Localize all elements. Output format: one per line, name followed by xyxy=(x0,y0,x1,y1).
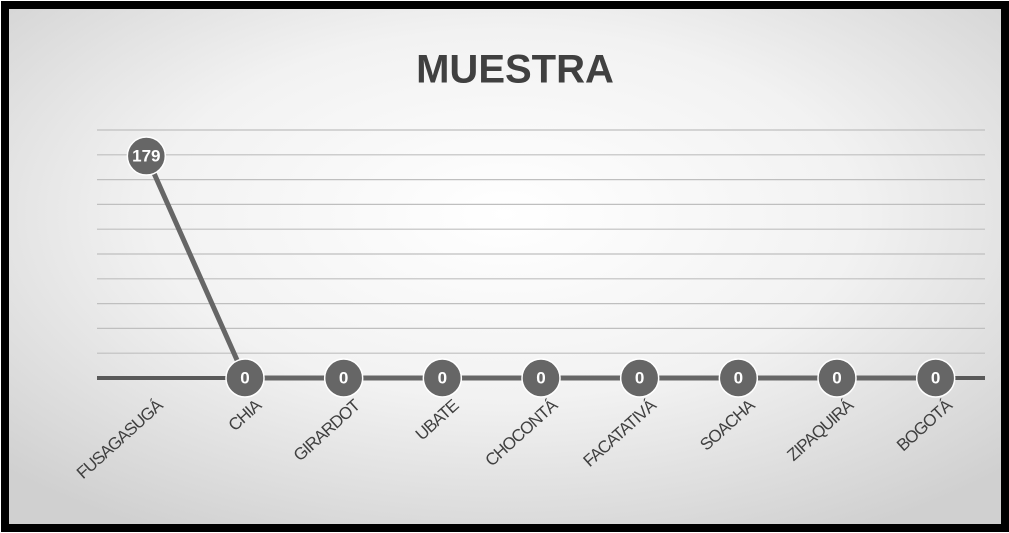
data-point xyxy=(718,358,759,398)
data-point xyxy=(323,358,364,398)
data-label: 0 xyxy=(832,368,841,387)
data-point xyxy=(422,358,463,398)
data-label: 0 xyxy=(339,368,348,387)
data-label: 179 xyxy=(132,147,160,166)
data-label: 0 xyxy=(635,368,644,387)
data-point xyxy=(619,358,660,398)
data-label: 0 xyxy=(240,368,249,387)
data-point xyxy=(521,358,561,398)
data-point xyxy=(225,358,265,398)
data-point xyxy=(915,358,956,398)
data-label: 0 xyxy=(438,368,447,387)
chart-title: MUESTRA xyxy=(416,48,614,92)
data-point xyxy=(817,358,857,398)
data-point xyxy=(126,136,167,176)
data-label: 0 xyxy=(536,368,545,387)
data-label: 0 xyxy=(734,368,743,387)
data-label: 0 xyxy=(931,368,940,387)
